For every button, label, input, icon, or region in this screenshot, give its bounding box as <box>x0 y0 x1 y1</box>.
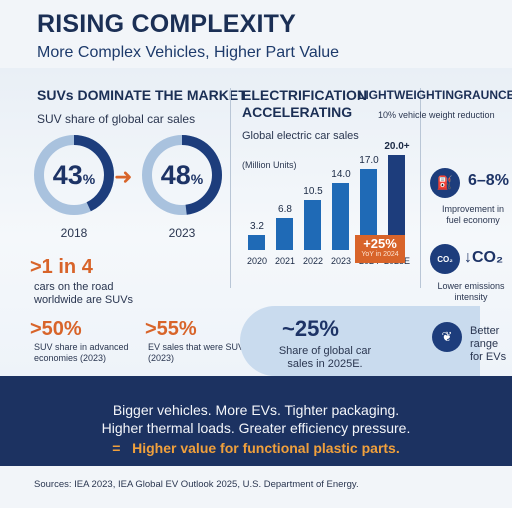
summary-conclusion: Higher value for functional plastic part… <box>132 440 400 456</box>
year-label-2023: 2023 <box>330 256 352 266</box>
region-stat-text2: sales in 2025E. <box>287 358 363 370</box>
stat-ev-suv-text1: EV sales that were SUVs <box>148 342 249 352</box>
leaf-icon: ❦ <box>432 322 462 352</box>
stat-suv-ratio-text2: worldwide are SUVs <box>34 294 134 306</box>
year-label-2021: 2021 <box>274 256 296 266</box>
range-text1: Better <box>470 325 500 337</box>
fuel-text2: fuel economy <box>446 215 500 225</box>
divider-right <box>420 88 421 288</box>
stat-suv-ratio: >1 in 4 <box>30 256 93 278</box>
bar-label-2024: 17.0 <box>359 155 379 167</box>
callout-box: +25% YoY in 2024 <box>355 235 405 263</box>
year-label-2022: 2022 <box>302 256 324 266</box>
light-heading: LIGHTWEIGHTINGRAUNCE <box>358 88 512 102</box>
stat-suv-ratio-text1: cars on the road <box>34 281 114 293</box>
ev-caption: Global electric car sales <box>242 130 359 142</box>
bar-label-2021: 6.8 <box>278 203 292 215</box>
header: RISING COMPLEXITY More Complex Vehicles,… <box>0 0 512 68</box>
co2-text2: intensity <box>454 292 488 302</box>
sources-text: Sources: IEA 2023, IEA Global EV Outlook… <box>34 479 359 490</box>
page-title: RISING COMPLEXITY <box>37 10 296 38</box>
arrow-right-icon: ➜ <box>114 164 133 189</box>
bar-label-2025E: 20.0+ <box>384 140 410 152</box>
bar-2021 <box>276 217 293 250</box>
callout-sub: YoY in 2024 <box>361 251 399 258</box>
bar-label-2023: 14.0 <box>331 169 351 181</box>
bar-2024 <box>360 169 377 250</box>
range-text3: for EVs <box>470 351 507 363</box>
summary-line1: Bigger vehicles. More EVs. Tighter packa… <box>112 402 400 418</box>
region-stat-value: ~25% <box>282 316 339 341</box>
co2-value: ↓CO₂ <box>464 249 504 266</box>
stat-ev-suv-share: >55% <box>145 318 197 340</box>
region-stat-text1: Share of global car <box>278 345 372 357</box>
summary-line2: Higher thermal loads. Greater efficiency… <box>101 420 411 436</box>
equals-sign: = <box>112 440 121 456</box>
year-label-2020: 2020 <box>246 256 268 266</box>
ev-heading-line2: ACCELERATING <box>242 104 353 120</box>
co2-cloud-icon: CO₂ <box>430 244 460 274</box>
donut-2018-fill <box>34 135 114 215</box>
donut-2023 <box>142 135 222 215</box>
ev-units: (Million Units) <box>242 160 297 170</box>
stat-advanced-share: >50% <box>30 318 82 340</box>
bar-2020 <box>248 234 265 250</box>
stat-ev-suv-text2: (2023) <box>148 353 175 363</box>
bar-label-2020: 3.2 <box>250 220 264 232</box>
fuel-text1: Improvement in <box>441 204 505 214</box>
donut-2018-year: 2018 <box>60 226 88 240</box>
donut-2023-fill <box>142 135 222 215</box>
light-caption: 10% vehicle weight reduction <box>378 110 495 120</box>
bar-2025E <box>388 154 405 250</box>
stat-advanced-text1: SUV share in advanced <box>34 342 129 352</box>
donut-2018-value: 43% <box>52 160 96 190</box>
divider-left <box>230 88 231 288</box>
callout-value: +25% <box>363 236 397 251</box>
co2-text1: Lower emissions <box>437 281 505 291</box>
donut-2018 <box>34 135 114 215</box>
suv-caption: SUV share of global car sales <box>37 112 196 126</box>
sources-bar: Sources: IEA 2023, IEA Global EV Outlook… <box>0 466 512 508</box>
summary-line3: = Higher value for functional plastic pa… <box>0 440 512 456</box>
page-subtitle: More Complex Vehicles, Higher Part Value <box>37 44 340 61</box>
suv-heading: SUVs DOMINATE THE MARKET <box>37 87 247 103</box>
range-text2: range <box>470 338 499 350</box>
bar-2022 <box>304 200 321 250</box>
bar-label-2022: 10.5 <box>303 186 323 197</box>
ev-heading-line1: ELECTRIFICATION <box>242 87 367 103</box>
fuel-pump-icon: ⛽ <box>430 168 460 198</box>
donut-2023-year: 2023 <box>168 226 196 240</box>
summary-band: Bigger vehicles. More EVs. Tighter packa… <box>0 376 512 466</box>
stat-advanced-text2: economies (2023) <box>34 353 107 363</box>
fuel-value: 6–8% <box>468 172 509 189</box>
bar-2023 <box>332 183 349 250</box>
donut-2023-value: 48% <box>160 160 204 190</box>
